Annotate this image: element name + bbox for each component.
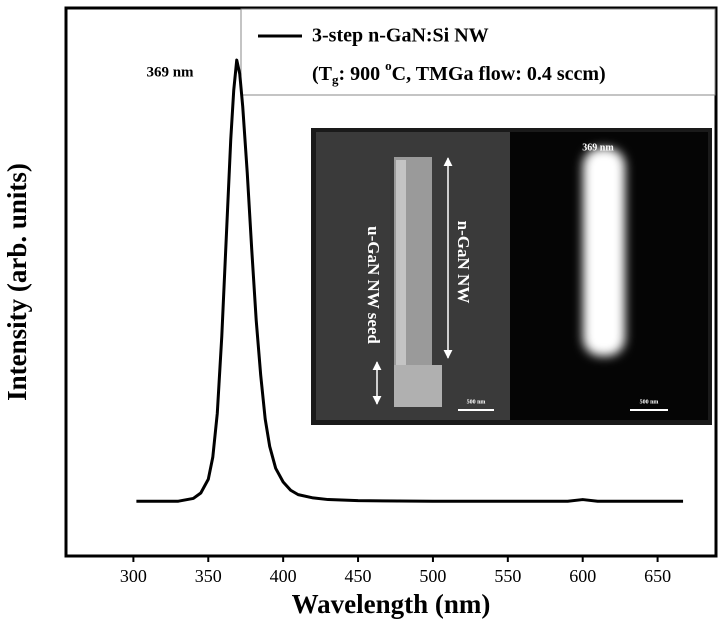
- x-tick-label: 600: [569, 566, 596, 586]
- cl-emission: [583, 148, 625, 356]
- legend-note-part: C, TMGa flow: 0.4 sccm): [392, 63, 606, 85]
- inset-label: 369 nm: [582, 142, 614, 153]
- scale-label: 500 nm: [467, 399, 486, 405]
- scale-label: 500 nm: [640, 399, 659, 405]
- x-tick-label: 500: [419, 566, 446, 586]
- inset-label: n-GaN NW: [454, 221, 473, 304]
- x-tick-label: 450: [345, 566, 372, 586]
- x-tick-label: 350: [195, 566, 222, 586]
- y-axis-label: Intensity (arb. units): [2, 163, 32, 401]
- legend-box: [240, 8, 716, 96]
- x-tick-label: 650: [644, 566, 671, 586]
- nanowire-seed: [394, 365, 442, 407]
- inset-image: u-GaN NW seed n-GaN NW 369 nm 500 nm 500…: [311, 128, 712, 425]
- x-axis-label: Wavelength (nm): [292, 589, 491, 619]
- plot-frame: [64, 6, 718, 558]
- legend-note-part: (T: [312, 63, 333, 85]
- legend-note-part: o: [385, 58, 392, 73]
- line-series: [136, 58, 684, 503]
- x-tick-label: 550: [494, 566, 521, 586]
- nanowire-facet: [396, 160, 406, 400]
- inset-label: u-GaN NW seed: [364, 226, 383, 344]
- x-tick-label: 300: [120, 566, 147, 586]
- legend-label: 3-step n-GaN:Si NW: [312, 25, 489, 47]
- legend-note: (Tg: 900 oC, TMGa flow: 0.4 sccm): [312, 58, 606, 87]
- x-tick-label: 400: [270, 566, 297, 586]
- legend-note-part: : 900: [339, 63, 386, 85]
- legend-note-part: g: [332, 72, 339, 87]
- peak-annotation: 369 nm: [146, 64, 194, 80]
